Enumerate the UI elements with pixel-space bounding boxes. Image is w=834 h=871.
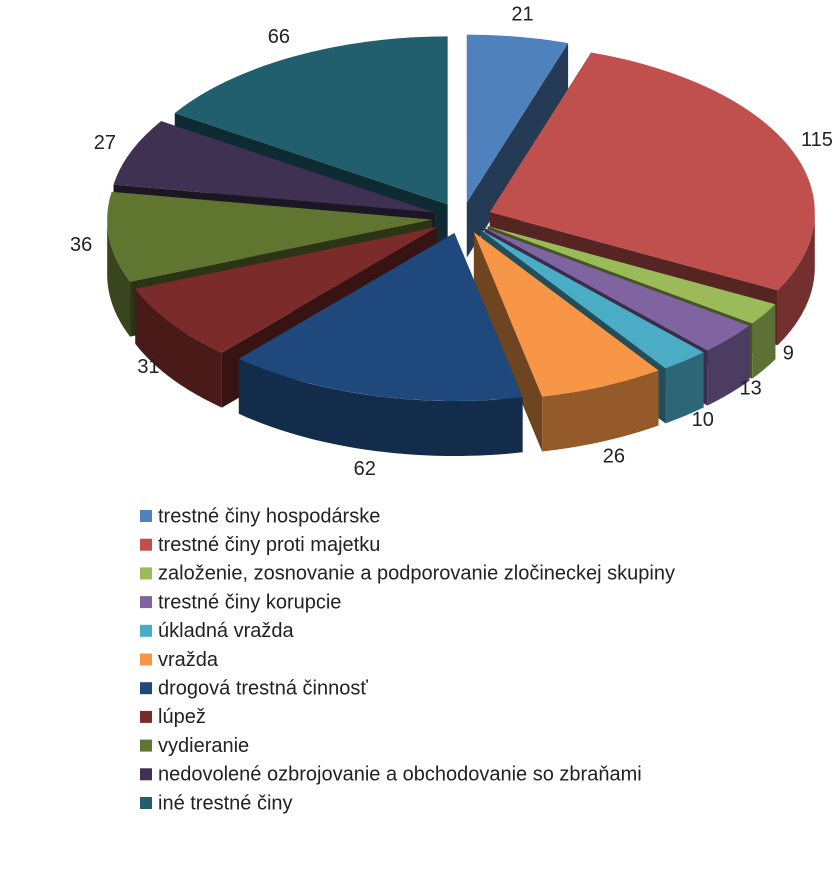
slice-wall [542, 370, 659, 452]
data-label: 13 [739, 378, 761, 400]
legend-swatch [140, 653, 152, 666]
slice-wall [665, 352, 704, 424]
slice [473, 232, 659, 452]
legend-label: trestné činy hospodárske [158, 505, 380, 527]
slice [466, 34, 569, 258]
data-label: 10 [692, 409, 714, 431]
slice-top [113, 121, 435, 213]
slice-top [135, 226, 438, 353]
legend-label: lúpež [158, 706, 206, 728]
legend-swatch [140, 567, 152, 580]
legend-label: založenie, zosnovanie a podporovanie zlo… [158, 563, 675, 585]
slice-top [473, 232, 659, 397]
data-label: 21 [511, 3, 533, 25]
legend-swatch [140, 624, 152, 637]
slice-wall [707, 325, 750, 406]
data-label: 26 [603, 445, 625, 467]
slice-top [238, 232, 523, 401]
legend-swatch [140, 510, 152, 522]
legend-label: úkladná vražda [158, 620, 295, 642]
legend-swatch [140, 596, 152, 609]
slice-side [466, 43, 569, 258]
legend-swatch [140, 739, 152, 752]
slice-wall [777, 212, 815, 346]
slice-side [473, 232, 543, 452]
slice-top [489, 52, 815, 291]
data-label: 115 [801, 129, 833, 151]
legend-label: nedovolené ozbrojovanie a obchodovanie s… [158, 764, 642, 786]
legend-swatch [140, 710, 152, 723]
data-label: 9 [783, 343, 794, 365]
data-label: 36 [70, 234, 92, 256]
legend-label: vražda [158, 649, 219, 671]
data-label: 62 [354, 458, 376, 480]
slice-top [107, 191, 433, 282]
data-label: 31 [137, 356, 159, 378]
slice-wall [107, 219, 131, 337]
slice-wall [135, 288, 222, 408]
slice-top [466, 34, 569, 203]
slice-top [480, 230, 704, 369]
slice-wall [238, 358, 523, 456]
data-label: 27 [94, 132, 116, 154]
legend-label: iné trestné činy [158, 792, 293, 814]
legend-label: vydieranie [158, 735, 249, 757]
slice-wall [752, 304, 776, 379]
slice-top [174, 36, 448, 205]
slice-top [484, 228, 750, 351]
data-label: 66 [268, 26, 290, 48]
slice [238, 232, 523, 456]
legend-swatch [140, 768, 152, 781]
legend-swatch [140, 538, 152, 551]
legend-label: trestné činy korupcie [158, 591, 341, 613]
legend-swatch [140, 682, 152, 695]
legend-label: trestné činy proti majetku [158, 534, 380, 556]
slice-top [487, 226, 776, 324]
legend-swatch [140, 797, 152, 809]
legend-label: drogová trestná činnosť [158, 677, 368, 699]
